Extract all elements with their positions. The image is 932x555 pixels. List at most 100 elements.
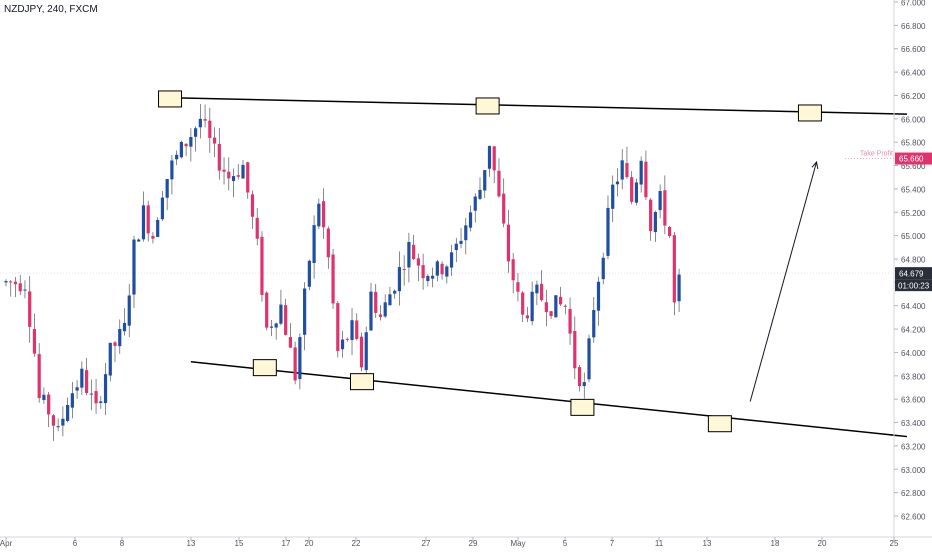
price-tick-label: 67.000 bbox=[901, 0, 926, 8]
time-tick-label: 20 bbox=[818, 539, 827, 548]
candle-body bbox=[449, 252, 454, 268]
candle-body bbox=[260, 236, 264, 295]
candle-body bbox=[331, 254, 335, 304]
candle-body bbox=[644, 161, 648, 198]
pivot-box[interactable] bbox=[475, 97, 500, 115]
price-tick-label: 64.200 bbox=[901, 326, 926, 335]
pivot-box[interactable] bbox=[707, 415, 732, 433]
candle-body bbox=[378, 314, 383, 317]
countdown-badge-bg bbox=[895, 279, 932, 292]
candle-body bbox=[464, 225, 468, 241]
candle-body bbox=[108, 342, 112, 376]
candle-body bbox=[625, 163, 629, 178]
candle-body bbox=[317, 203, 321, 227]
candle-body bbox=[483, 170, 487, 191]
candle-body bbox=[445, 266, 449, 277]
candle-body bbox=[393, 290, 397, 294]
candle-body bbox=[468, 212, 473, 228]
price-tick-label: 63.600 bbox=[901, 396, 926, 405]
trendline-resistance[interactable] bbox=[171, 97, 908, 115]
candle-body bbox=[241, 164, 245, 179]
trendline-support[interactable] bbox=[190, 361, 908, 438]
candle-body bbox=[350, 320, 354, 341]
candle-body bbox=[502, 193, 506, 224]
candle-body bbox=[407, 242, 411, 268]
candle-body bbox=[634, 182, 639, 203]
candle-body bbox=[563, 305, 567, 307]
candle-body bbox=[307, 260, 311, 287]
candle-body bbox=[426, 276, 430, 282]
price-tick-label: 63.800 bbox=[901, 372, 926, 381]
pivot-box[interactable] bbox=[158, 90, 183, 108]
time-tick-label: 17 bbox=[282, 539, 291, 548]
candles bbox=[4, 104, 681, 441]
pivot-box[interactable] bbox=[350, 373, 374, 391]
price-tick-label: 65.000 bbox=[901, 232, 926, 241]
time-tick-label: 11 bbox=[655, 539, 664, 548]
candle-body bbox=[431, 275, 435, 279]
candle-body bbox=[549, 311, 553, 317]
pivot-box[interactable] bbox=[252, 359, 277, 377]
price-tick-label: 65.600 bbox=[901, 162, 926, 171]
candle-body bbox=[606, 207, 610, 256]
candle-body bbox=[388, 294, 392, 306]
price-tick-label: 66.600 bbox=[901, 45, 926, 54]
candle-body bbox=[236, 175, 240, 177]
candle-body bbox=[416, 258, 420, 266]
price-axis[interactable]: 67.000 66.800 66.600 66.400 66.200 66.000 65.8… bbox=[893, 0, 932, 537]
arrow-shaft[interactable] bbox=[749, 161, 818, 402]
candle-body bbox=[530, 291, 534, 322]
candle-body bbox=[122, 322, 127, 332]
time-tick-label: 22 bbox=[352, 539, 361, 548]
symbol-title: NZDJPY, 240, FXCM bbox=[4, 4, 98, 15]
candle-body bbox=[615, 181, 620, 185]
time-tick-label: 27 bbox=[422, 539, 431, 548]
candle-body bbox=[364, 332, 368, 371]
price-tick-label: 62.800 bbox=[901, 489, 926, 498]
candle-body bbox=[18, 283, 22, 292]
candle-body bbox=[677, 274, 681, 302]
candle-body bbox=[212, 137, 217, 144]
candle-body bbox=[412, 244, 416, 260]
candle-body bbox=[227, 171, 231, 179]
candle-body bbox=[42, 394, 46, 401]
candle-body bbox=[582, 382, 586, 386]
trendlines bbox=[171, 97, 908, 438]
time-axis[interactable]: Apr 6 8 13 15 17 20 22 27 29 May 5 7 11 13 18 20 25 bbox=[0, 536, 932, 548]
candle-body bbox=[146, 205, 150, 234]
price-tick-label: 66.200 bbox=[901, 92, 926, 101]
candle-body bbox=[355, 320, 359, 339]
take-profit-label: Take Profit bbox=[860, 151, 893, 158]
candle-body bbox=[127, 295, 131, 326]
candle-body bbox=[492, 146, 496, 171]
current-price-badge-bg bbox=[895, 267, 932, 280]
candle-body bbox=[37, 354, 41, 399]
candle-body bbox=[478, 189, 482, 199]
price-tick-label: 63.200 bbox=[901, 442, 926, 451]
candle-body bbox=[9, 281, 13, 283]
pivot-box[interactable] bbox=[570, 398, 595, 416]
candle-body bbox=[165, 179, 169, 198]
pivot-box[interactable] bbox=[797, 104, 822, 122]
candle-body bbox=[70, 393, 74, 408]
candle-body bbox=[568, 309, 572, 334]
candle-body bbox=[298, 337, 302, 380]
candle-body bbox=[84, 370, 89, 394]
candle-body bbox=[383, 302, 387, 317]
time-tick-label: 6 bbox=[73, 539, 78, 548]
time-tick-label: 5 bbox=[563, 539, 568, 548]
candle-body bbox=[99, 401, 103, 403]
candle-body bbox=[321, 201, 326, 228]
candle-body bbox=[47, 394, 51, 415]
candle-body bbox=[51, 415, 55, 426]
candle-body bbox=[435, 261, 439, 276]
candle-body bbox=[421, 265, 425, 279]
candle-body bbox=[601, 257, 605, 280]
current-price-badge: 64.679 bbox=[899, 269, 924, 278]
candle-body bbox=[359, 336, 364, 368]
candle-body bbox=[217, 143, 221, 171]
candle-body bbox=[4, 281, 8, 283]
candle-body bbox=[336, 303, 340, 352]
